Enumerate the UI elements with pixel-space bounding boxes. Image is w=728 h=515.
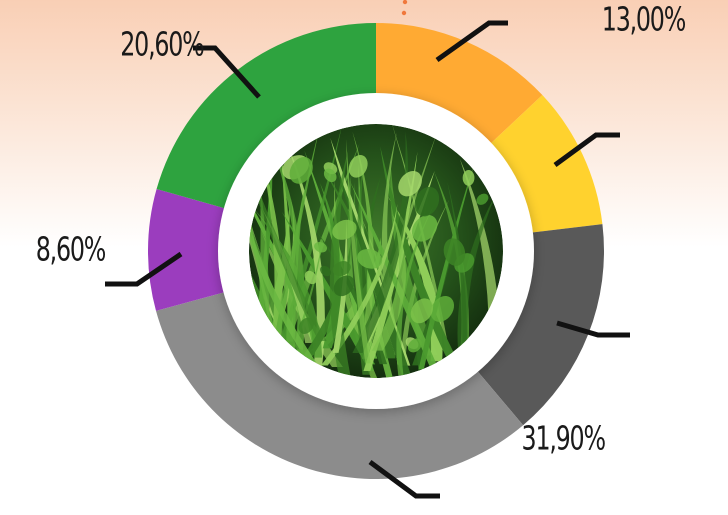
leader-line xyxy=(193,45,261,99)
slice-labels: 13,00%10,10%15,70%31,90%8,60%20,60% xyxy=(36,1,687,458)
leader-line xyxy=(105,251,183,287)
accent-dots xyxy=(401,0,408,16)
leader-line xyxy=(553,132,620,168)
leader-line xyxy=(556,320,630,338)
slice-label: 13,00% xyxy=(602,1,686,39)
leader-line xyxy=(435,20,508,63)
grass-photo xyxy=(249,124,503,378)
donut-slice xyxy=(485,95,603,234)
slice-label: 8,60% xyxy=(36,231,106,269)
leader-lines xyxy=(105,20,630,499)
slice-label: 20,60% xyxy=(120,26,204,64)
slice-label: 31,90% xyxy=(522,420,606,458)
donut-slice xyxy=(472,224,604,426)
leader-line xyxy=(368,459,440,499)
donut-slice xyxy=(147,189,232,311)
donut-slice xyxy=(376,23,543,149)
donut-slice xyxy=(156,23,376,211)
